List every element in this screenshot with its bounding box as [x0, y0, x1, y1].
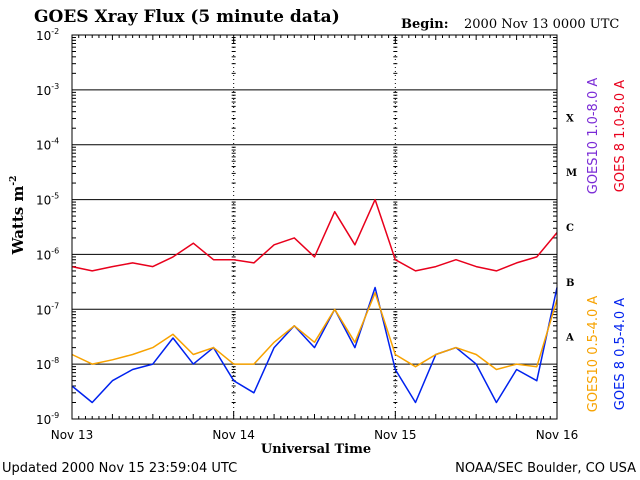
begin-label: Begin: — [401, 17, 449, 32]
y-tick-exponent: -6 — [51, 246, 59, 255]
data-series — [71, 198, 558, 404]
y-tick-label: 10-5 — [36, 192, 59, 208]
series-line — [71, 198, 558, 272]
y-axis-title: Watts m-2 — [9, 176, 27, 256]
credit-text: NOAA/SEC Boulder, CO USA — [455, 461, 636, 476]
y-tick-label: 10-6 — [36, 246, 59, 262]
legend-entry: GOES 8 0.5-4.0 A — [613, 298, 628, 410]
series-line — [71, 286, 558, 404]
y-tick-exponent: -9 — [51, 411, 59, 420]
legend: GOES10 1.0-8.0 A GOES 8 1.0-8.0 A GOES10 0… — [586, 78, 628, 413]
flare-class-label: A — [565, 333, 574, 344]
y-axis-title-exponent: -2 — [9, 176, 19, 186]
y-tick-label: 10-4 — [36, 137, 59, 153]
begin-value: 2000 Nov 13 0000 UTC — [464, 17, 619, 32]
series-line — [71, 292, 558, 371]
legend-entry: GOES10 1.0-8.0 A — [586, 78, 601, 195]
y-tick-exponent: -7 — [51, 301, 59, 310]
x-tick-labels: Nov 13 Nov 14 Nov 15 Nov 16 — [51, 428, 579, 442]
flare-class-label: M — [566, 168, 577, 179]
plot-frame — [71, 34, 558, 420]
y-axis-title-main: Watts m — [9, 186, 27, 256]
y-tick-labels: 10-2 10-3 10-4 10-5 10-6 10-7 10-8 10-9 — [36, 27, 59, 427]
flare-class-label: B — [566, 278, 574, 289]
x-tick-label: Nov 15 — [374, 428, 417, 442]
y-tick-label: 10-7 — [36, 301, 59, 317]
x-axis-title: Universal Time — [261, 442, 371, 457]
x-tick-label: Nov 16 — [536, 428, 579, 442]
legend-entry: GOES 8 1.0-8.0 A — [613, 80, 628, 192]
flare-class-labels: X M C B A — [565, 113, 577, 343]
flare-class-label: C — [566, 223, 574, 234]
y-tick-exponent: -5 — [51, 192, 59, 201]
y-tick-label: 10-3 — [36, 82, 59, 98]
updated-timestamp: Updated 2000 Nov 15 23:59:04 UTC — [2, 461, 237, 476]
legend-entry: GOES10 0.5-4.0 A — [586, 296, 601, 413]
y-tick-label: 10-9 — [36, 411, 59, 427]
y-tick-label: 10-8 — [36, 356, 59, 372]
chart-title: GOES Xray Flux (5 minute data) — [34, 7, 340, 27]
y-tick-exponent: -2 — [51, 27, 59, 36]
flare-class-label: X — [566, 113, 574, 124]
y-tick-label: 10-2 — [36, 27, 59, 43]
y-tick-exponent: -8 — [51, 356, 59, 365]
x-tick-label: Nov 14 — [212, 428, 255, 442]
y-tick-exponent: -4 — [51, 137, 59, 146]
y-tick-exponent: -3 — [51, 82, 59, 91]
x-tick-label: Nov 13 — [51, 428, 94, 442]
